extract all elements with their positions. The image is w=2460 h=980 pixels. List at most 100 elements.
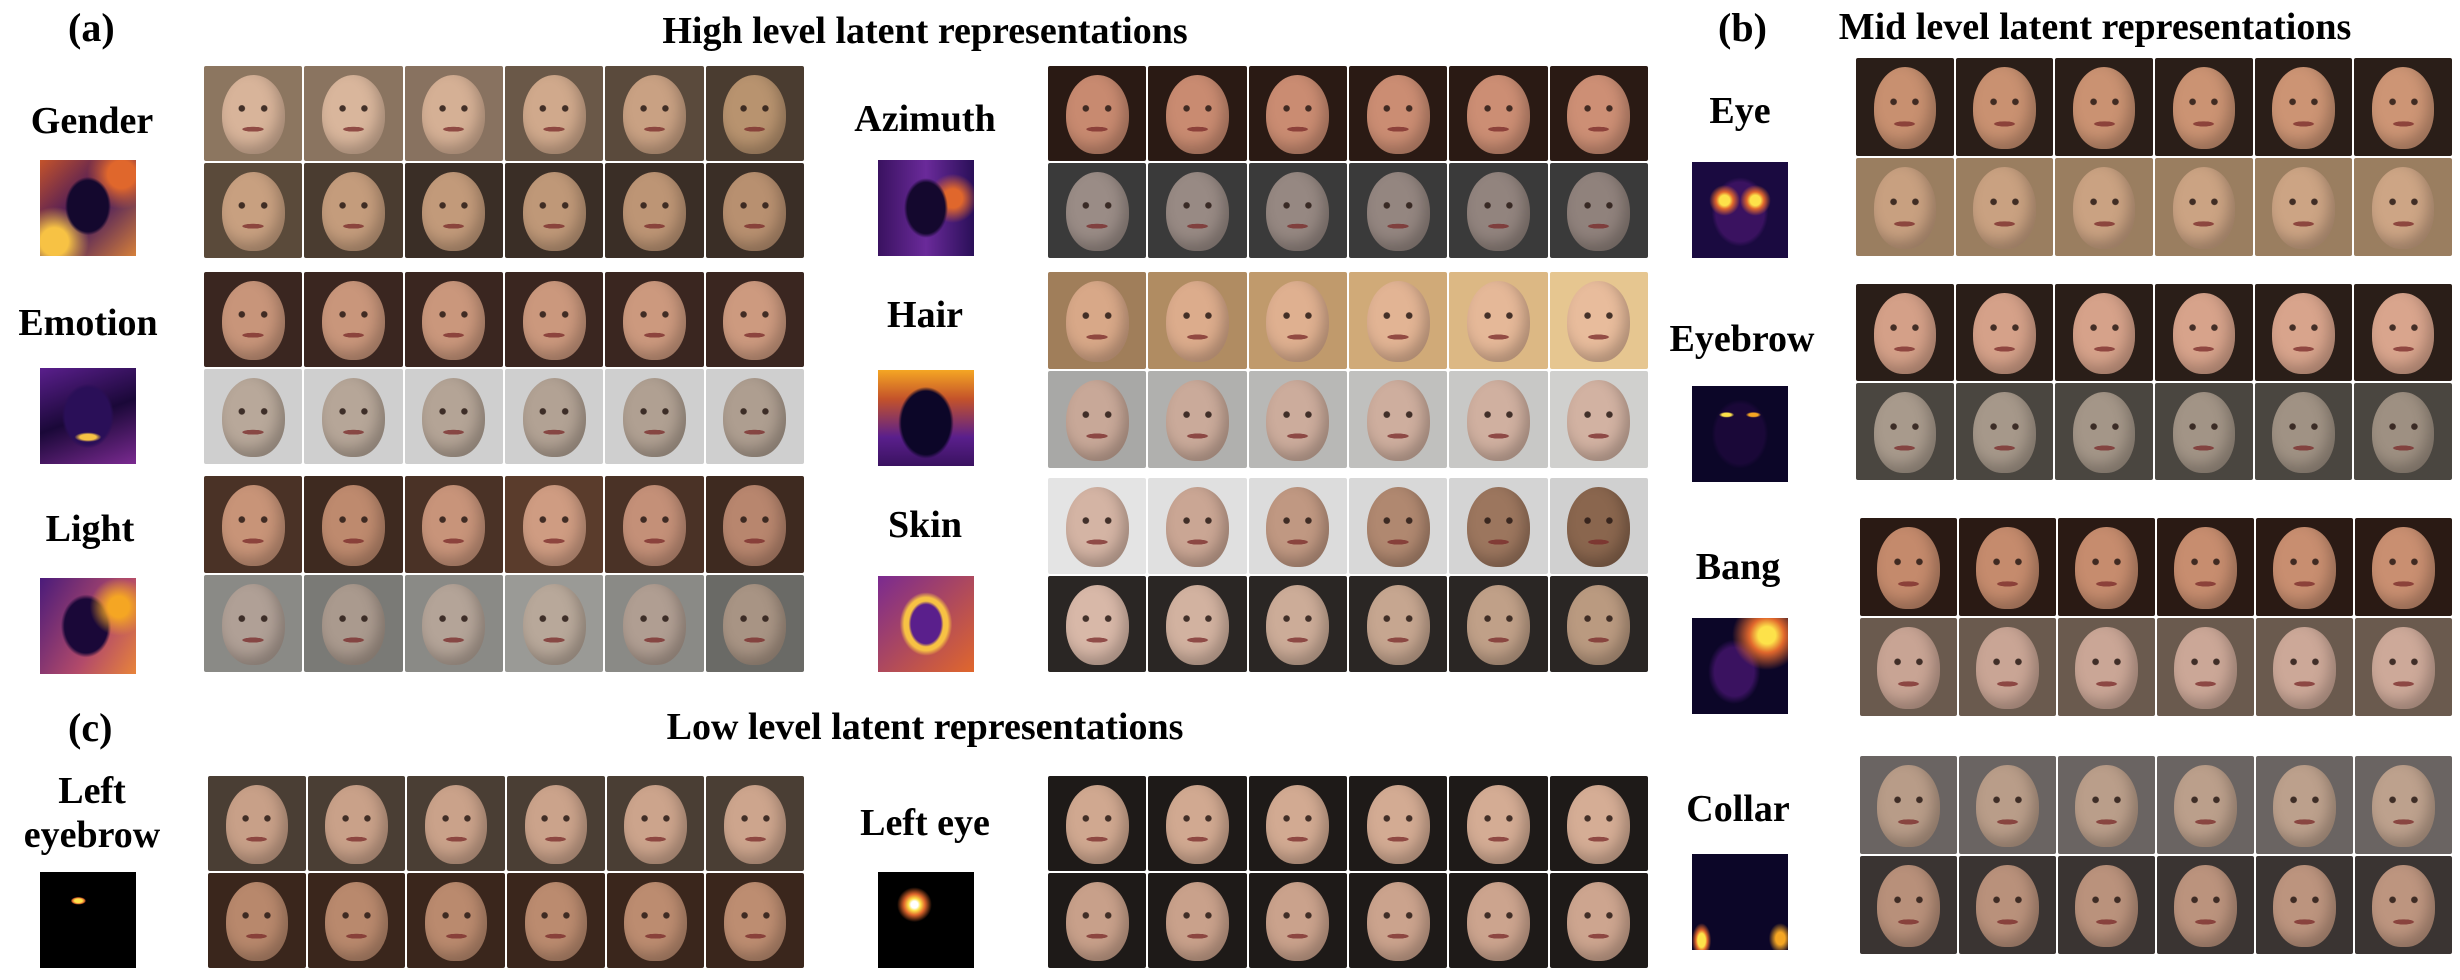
- face-thumbnail-left-eye-r2-c2: [1148, 873, 1247, 968]
- face-thumbnail-bang-r2-c5: [2256, 618, 2353, 716]
- label-azimuth: Azimuth: [854, 98, 996, 140]
- face-thumbnail-light-r1-c4: [505, 476, 604, 573]
- face-thumbnail-skin-r2-c2: [1148, 576, 1247, 672]
- face-thumbnail-emotion-r1-c4: [505, 272, 604, 367]
- face-thumbnail-eye-r1-c2: [1955, 58, 2054, 156]
- face-thumbnail-hair-r1-c5: [1449, 272, 1548, 369]
- face-thumbnail-eyebrow-r2-c1: [1856, 383, 1954, 480]
- face-thumbnail-eye-r2-c3: [2055, 158, 2153, 256]
- face-thumbnail-skin-r2-c5: [1449, 576, 1548, 672]
- label-skin: Skin: [888, 504, 962, 546]
- face-thumbnail-collar-r2-c2: [1959, 856, 2056, 954]
- face-thumbnail-eye-r1-c6: [2354, 58, 2452, 156]
- face-thumbnail-skin-r1-c3: [1248, 478, 1347, 574]
- face-thumbnail-hair-r1-c3: [1248, 272, 1347, 369]
- face-thumbnail-hair-r2-c3: [1248, 371, 1347, 468]
- face-thumbnail-skin-r1-c5: [1449, 478, 1548, 574]
- face-thumbnail-light-r2-c4: [505, 575, 604, 672]
- face-thumbnail-left-eyebrow-r2-c3: [407, 873, 505, 968]
- face-thumbnail-light-r1-c5: [605, 476, 704, 573]
- face-thumbnail-emotion-r2-c2: [304, 369, 403, 464]
- face-thumbnail-eyebrow-r1-c2: [1955, 284, 2054, 381]
- face-thumbnail-collar-r2-c1: [1860, 856, 1957, 954]
- face-thumbnail-emotion-r2-c1: [204, 369, 303, 464]
- face-thumbnail-hair-r1-c1: [1048, 272, 1147, 369]
- panel-label-b: (b): [1718, 5, 1767, 50]
- face-thumbnail-hair-r2-c2: [1148, 371, 1247, 468]
- face-thumbnail-azimuth-r2-c5: [1449, 163, 1548, 258]
- face-thumbnail-eyebrow-r2-c6: [2354, 383, 2452, 480]
- face-thumbnail-azimuth-r2-c4: [1349, 163, 1448, 258]
- face-thumbnail-collar-r2-c3: [2058, 856, 2155, 954]
- face-strip-hair: [1048, 272, 1648, 468]
- face-thumbnail-gender-r2-c1: [204, 163, 303, 258]
- face-thumbnail-eye-r2-c4: [2154, 158, 2253, 256]
- face-strip-emotion: [204, 272, 804, 464]
- title-mid-level: Mid level latent representations: [1838, 6, 2352, 48]
- face-thumbnail-left-eye-r2-c1: [1048, 873, 1147, 968]
- face-strip-gender: [204, 66, 804, 258]
- face-thumbnail-azimuth-r1-c4: [1349, 66, 1448, 161]
- face-thumbnail-gender-r1-c2: [304, 66, 403, 161]
- face-thumbnail-bang-r1-c6: [2355, 518, 2452, 616]
- heatmap-azimuth: [878, 160, 974, 256]
- face-thumbnail-gender-r2-c6: [705, 163, 804, 258]
- face-thumbnail-gender-r1-c4: [505, 66, 604, 161]
- face-thumbnail-eyebrow-r2-c2: [1955, 383, 2054, 480]
- panel-label-a: (a): [68, 5, 115, 50]
- face-thumbnail-left-eye-r2-c6: [1549, 873, 1648, 968]
- face-thumbnail-bang-r1-c4: [2157, 518, 2254, 616]
- face-thumbnail-light-r2-c3: [404, 575, 503, 672]
- face-thumbnail-bang-r1-c5: [2256, 518, 2353, 616]
- label-left-eyebrow: Left eyebrow: [23, 770, 161, 856]
- face-thumbnail-azimuth-r2-c3: [1248, 163, 1347, 258]
- face-thumbnail-left-eye-r1-c4: [1349, 776, 1448, 871]
- label-hair: Hair: [887, 294, 963, 336]
- face-thumbnail-light-r1-c6: [705, 476, 804, 573]
- face-strip-eye: [1856, 58, 2452, 256]
- face-thumbnail-gender-r2-c4: [505, 163, 604, 258]
- face-thumbnail-collar-r1-c4: [2157, 756, 2254, 854]
- face-thumbnail-left-eyebrow-r2-c5: [606, 873, 705, 968]
- face-thumbnail-skin-r2-c6: [1549, 576, 1648, 672]
- face-thumbnail-collar-r2-c5: [2256, 856, 2353, 954]
- face-thumbnail-azimuth-r1-c6: [1549, 66, 1648, 161]
- face-thumbnail-left-eyebrow-r1-c3: [407, 776, 505, 871]
- face-thumbnail-collar-r1-c1: [1860, 756, 1957, 854]
- face-thumbnail-left-eyebrow-r1-c4: [506, 776, 605, 871]
- face-thumbnail-emotion-r1-c3: [404, 272, 503, 367]
- face-thumbnail-collar-r1-c2: [1959, 756, 2056, 854]
- face-thumbnail-left-eyebrow-r2-c6: [706, 873, 804, 968]
- face-thumbnail-left-eyebrow-r1-c2: [307, 776, 406, 871]
- label-eyebrow: Eyebrow: [1669, 318, 1815, 360]
- heatmap-eye: [1692, 162, 1788, 258]
- face-thumbnail-collar-r2-c4: [2157, 856, 2254, 954]
- label-emotion: Emotion: [18, 302, 158, 344]
- face-thumbnail-gender-r2-c2: [304, 163, 403, 258]
- face-thumbnail-light-r1-c1: [204, 476, 303, 573]
- face-thumbnail-left-eyebrow-r2-c4: [506, 873, 605, 968]
- face-thumbnail-gender-r2-c5: [605, 163, 704, 258]
- face-thumbnail-eye-r1-c4: [2154, 58, 2253, 156]
- face-thumbnail-left-eyebrow-r1-c5: [606, 776, 705, 871]
- heatmap-light: [40, 578, 136, 674]
- heatmap-bang: [1692, 618, 1788, 714]
- face-thumbnail-emotion-r2-c6: [705, 369, 804, 464]
- face-thumbnail-bang-r2-c4: [2157, 618, 2254, 716]
- face-thumbnail-collar-r2-c6: [2355, 856, 2452, 954]
- face-thumbnail-eye-r1-c1: [1856, 58, 1954, 156]
- face-thumbnail-gender-r1-c3: [404, 66, 503, 161]
- face-strip-left-eyebrow: [208, 776, 804, 968]
- title-low-level: Low level latent representations: [666, 706, 1184, 748]
- face-thumbnail-azimuth-r1-c2: [1148, 66, 1247, 161]
- heatmap-emotion: [40, 368, 136, 464]
- face-thumbnail-skin-r2-c3: [1248, 576, 1347, 672]
- face-thumbnail-skin-r1-c2: [1148, 478, 1247, 574]
- panel-label-c: (c): [68, 705, 113, 750]
- face-thumbnail-left-eye-r1-c1: [1048, 776, 1147, 871]
- face-thumbnail-emotion-r1-c1: [204, 272, 303, 367]
- face-thumbnail-bang-r2-c3: [2058, 618, 2155, 716]
- face-thumbnail-hair-r1-c2: [1148, 272, 1247, 369]
- heatmap-gender: [40, 160, 136, 256]
- face-thumbnail-eyebrow-r2-c3: [2055, 383, 2153, 480]
